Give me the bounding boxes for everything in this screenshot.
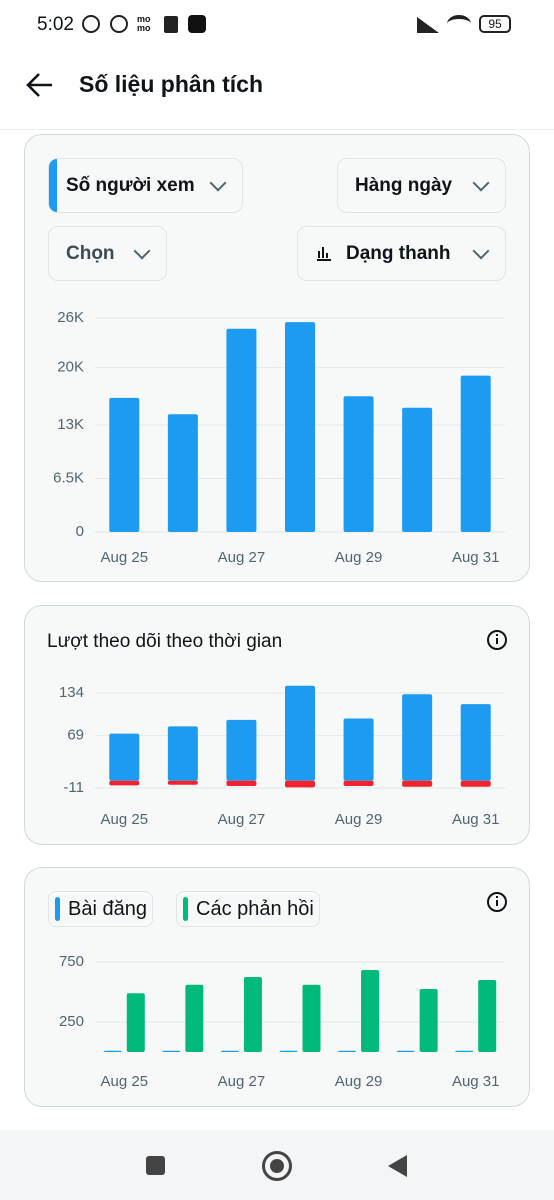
bar	[402, 407, 433, 532]
bar	[455, 1050, 474, 1052]
bar	[167, 780, 198, 785]
bar	[402, 694, 433, 781]
x-tick-label: Aug 29	[335, 811, 383, 828]
bar	[460, 704, 491, 781]
legend-item[interactable]: Bài đăng	[48, 891, 153, 927]
legend-swatch	[183, 897, 188, 921]
bar	[361, 970, 380, 1052]
x-tick-label: Aug 31	[452, 549, 500, 566]
dropdown-label: Dạng thanh	[346, 242, 451, 264]
bar	[402, 780, 433, 787]
bar	[126, 993, 145, 1052]
bar	[396, 1050, 415, 1052]
x-tick-label: Aug 31	[452, 1073, 500, 1090]
accent	[49, 159, 57, 212]
y-tick-label: 134	[59, 684, 84, 701]
bar	[167, 726, 198, 781]
info-button[interactable]	[487, 892, 507, 912]
y-tick-label: 26K	[57, 309, 84, 326]
y-tick-label: 6.5K	[53, 469, 84, 486]
view-dropdown[interactable]: Dạng thanh	[297, 226, 506, 281]
status-icon	[188, 15, 206, 33]
x-tick-label: Aug 25	[101, 1073, 149, 1090]
bar	[167, 414, 198, 532]
bar	[285, 780, 315, 788]
legend-label: Các phản hồi	[196, 897, 314, 920]
bar	[419, 989, 438, 1052]
x-tick-label: Aug 29	[335, 1073, 383, 1090]
bar	[343, 396, 374, 532]
bar	[185, 984, 204, 1052]
battery: 95	[479, 15, 511, 33]
period-dropdown[interactable]: Hàng ngày	[337, 158, 506, 213]
status-icon	[110, 15, 128, 33]
dropdown-label: Số người xem	[66, 174, 195, 196]
card	[24, 867, 530, 1107]
y-tick-label: 20K	[57, 358, 84, 375]
bar	[226, 328, 257, 532]
bar	[285, 685, 315, 781]
y-tick-label: 750	[59, 953, 84, 970]
bar	[109, 397, 140, 532]
legend-swatch	[55, 897, 60, 921]
select-dropdown[interactable]: Chọn	[48, 226, 167, 281]
bar	[243, 977, 262, 1052]
y-tick-label: 250	[59, 1013, 84, 1030]
x-tick-label: Aug 25	[101, 549, 149, 566]
signal-icon	[417, 17, 439, 33]
bar	[460, 375, 491, 532]
y-tick-label: 69	[67, 727, 84, 744]
charts: 0 6.5K 13K 20K 26K Aug 25 Aug 27 Aug 29 Aug 31 -1…	[53, 309, 505, 1090]
bar	[109, 780, 140, 786]
x-tick-label: Aug 27	[218, 811, 266, 828]
y-tick-label: 13K	[57, 416, 84, 433]
recents-button[interactable]	[146, 1156, 165, 1175]
bar	[109, 733, 140, 781]
x-tick-label: Aug 25	[101, 811, 149, 828]
bar	[478, 980, 497, 1052]
info-button[interactable]	[487, 630, 507, 650]
card	[24, 605, 530, 845]
bar	[343, 780, 374, 787]
back-nav-button[interactable]	[386, 1154, 408, 1178]
legend-item[interactable]: Các phản hồi	[176, 891, 320, 927]
bar	[279, 1050, 298, 1052]
bar	[302, 984, 321, 1052]
divider	[0, 129, 554, 130]
bar	[162, 1050, 181, 1052]
bar	[285, 322, 315, 532]
back-button[interactable]	[26, 72, 54, 98]
bar	[226, 719, 257, 781]
legend-label: Bài đăng	[68, 897, 147, 920]
x-tick-label: Aug 27	[218, 1073, 266, 1090]
bar	[343, 718, 374, 781]
bar	[226, 780, 257, 787]
bar	[103, 1050, 122, 1052]
metric-dropdown[interactable]: Số người xem	[48, 158, 243, 213]
status-icon: mo mo	[137, 14, 151, 33]
status-icon	[82, 15, 100, 33]
bar	[220, 1050, 239, 1052]
x-tick-label: Aug 31	[452, 811, 500, 828]
wifi-icon	[447, 15, 471, 33]
dropdown-label: Hàng ngày	[355, 174, 453, 196]
chart-title: Lượt theo dõi theo thời gian	[47, 631, 283, 652]
status-time: 5:02	[37, 14, 74, 35]
y-tick-label: 0	[76, 523, 84, 540]
status-icon	[164, 16, 178, 33]
bar	[460, 780, 491, 787]
page-title: Số liệu phân tích	[79, 71, 264, 97]
x-tick-label: Aug 27	[218, 549, 266, 566]
y-tick-label: -11	[63, 779, 84, 796]
x-tick-label: Aug 29	[335, 549, 383, 566]
home-button[interactable]	[262, 1151, 292, 1181]
dropdown-label: Chọn	[66, 242, 115, 264]
bar-icon	[317, 247, 331, 261]
bar	[338, 1050, 357, 1052]
